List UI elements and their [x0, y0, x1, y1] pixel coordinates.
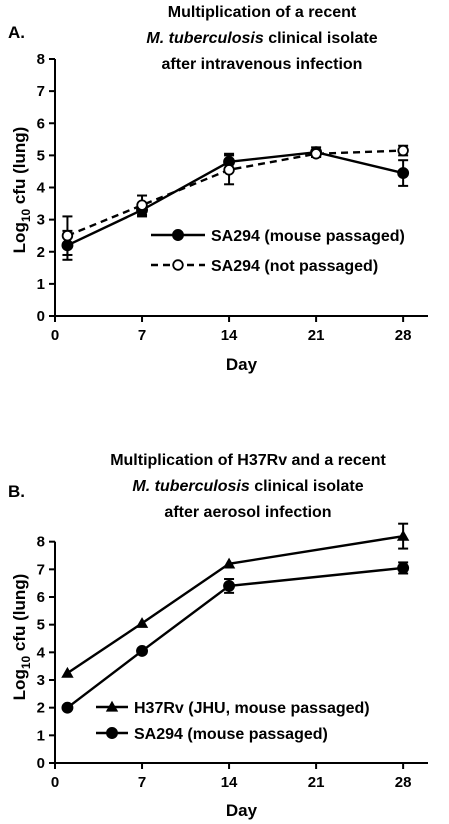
data-point	[222, 557, 236, 569]
legend-label: H37Rv (JHU, mouse passaged)	[134, 700, 370, 717]
x-tick-label: 0	[51, 327, 59, 344]
y-axis-label: Log10 cfu (lung)	[10, 574, 33, 701]
y-tick-label: 7	[37, 83, 45, 100]
data-point	[223, 579, 236, 592]
legend-marker	[106, 727, 118, 739]
chart-title-line-2: M. tuberculosis clinical isolate	[132, 478, 363, 495]
y-tick-label: 5	[37, 617, 45, 634]
chart-a: Multiplication of a recent M. tuberculosi…	[8, 4, 428, 374]
x-axis-label: Day	[226, 355, 258, 374]
series-1: SA294 (mouse passaged)	[61, 146, 410, 261]
y-tick-label: 3	[37, 212, 45, 229]
chart-title-rest: clinical isolate	[264, 30, 378, 47]
data-point	[397, 562, 410, 574]
chart-title-line-3: after intravenous infection	[162, 56, 363, 73]
x-tick-label: 7	[138, 327, 146, 344]
y-tick-label: 6	[37, 589, 45, 606]
series-2: SA294 (not passaged)	[61, 144, 409, 275]
series-line	[66, 566, 404, 709]
y-axis-label-subscript: 10	[19, 656, 33, 670]
panel-label: B.	[8, 482, 25, 501]
y-tick-label: 4	[37, 644, 46, 661]
chart-title-line-2: M. tuberculosis clinical isolate	[146, 30, 377, 47]
y-tick-label: 0	[37, 308, 45, 325]
chart-title-line-1: Multiplication of a recent	[168, 4, 357, 21]
y-tick-label: 1	[37, 727, 45, 744]
y-tick-label: 2	[37, 700, 45, 717]
chart-title-line-1: Multiplication of H37Rv and a recent	[110, 452, 386, 469]
data-point	[61, 666, 74, 678]
x-tick-label: 28	[395, 327, 412, 344]
data-point	[397, 167, 410, 179]
y-axis-label: Log10 cfu (lung)	[10, 127, 33, 254]
x-tick-label: 14	[221, 774, 238, 791]
data-point	[136, 645, 148, 657]
chart-title-italic: M. tuberculosis	[132, 478, 249, 495]
legend-marker	[172, 229, 184, 241]
data-point	[310, 148, 322, 160]
y-tick-label: 6	[37, 115, 45, 132]
y-tick-label: 0	[37, 755, 45, 772]
chart-title-italic: M. tuberculosis	[146, 30, 263, 47]
x-tick-label: 28	[395, 774, 412, 791]
y-tick-label: 7	[37, 561, 45, 578]
data-point	[61, 701, 74, 714]
data-point	[61, 229, 74, 242]
x-tick-label: 21	[308, 774, 325, 791]
legend-marker	[172, 259, 184, 271]
series-line	[66, 149, 404, 237]
series-1: H37Rv (JHU, mouse passaged)	[61, 522, 410, 717]
data-point	[135, 617, 149, 628]
y-tick-label: 2	[37, 244, 45, 261]
chart-b: Multiplication of H37Rv and a recent M. t…	[8, 452, 428, 820]
y-axis-label-suffix: cfu (lung)	[10, 574, 29, 656]
series-line	[66, 534, 404, 675]
legend-label: SA294 (not passaged)	[211, 258, 378, 275]
legend-label: SA294 (mouse passaged)	[134, 726, 328, 743]
legend-label: SA294 (mouse passaged)	[211, 228, 405, 245]
y-tick-label: 1	[37, 276, 45, 293]
x-tick-label: 14	[221, 327, 238, 344]
chart-title-rest: clinical isolate	[250, 478, 364, 495]
chart-title-line-3: after aerosol infection	[164, 504, 331, 521]
y-axis-label-suffix: cfu (lung)	[10, 127, 29, 209]
y-tick-label: 3	[37, 672, 45, 689]
panel-label: A.	[8, 23, 25, 42]
y-axis-label-prefix: Log	[10, 669, 29, 700]
series-2: SA294 (mouse passaged)	[61, 561, 410, 743]
y-axis-label-subscript: 10	[19, 209, 33, 223]
data-point	[223, 164, 235, 176]
data-point	[136, 199, 148, 211]
x-tick-label: 0	[51, 774, 59, 791]
data-point	[397, 144, 409, 157]
legend-marker	[105, 700, 119, 712]
x-tick-label: 21	[308, 327, 325, 344]
x-axis-label: Day	[226, 801, 258, 820]
y-tick-label: 8	[37, 51, 45, 68]
x-tick-label: 7	[138, 774, 146, 791]
y-tick-label: 8	[37, 534, 45, 551]
y-tick-label: 4	[37, 180, 46, 197]
y-axis-label-prefix: Log	[10, 222, 29, 253]
data-point	[396, 529, 410, 541]
y-tick-label: 5	[37, 147, 45, 164]
